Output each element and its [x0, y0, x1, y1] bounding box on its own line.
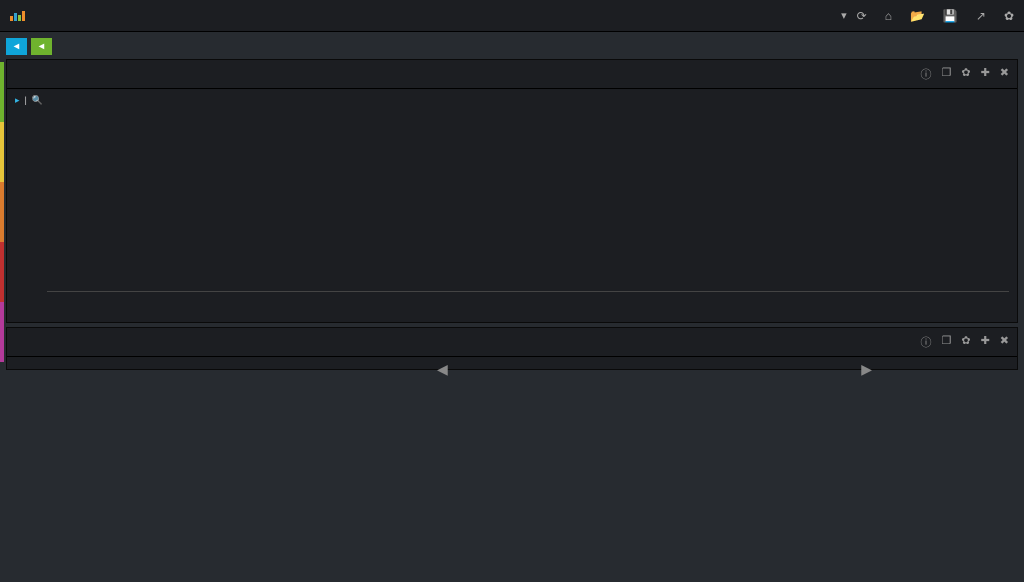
gear-icon[interactable]: ✿ [961, 66, 970, 82]
panel-events-over-time: ⓘ ❐ ✿ ✚ ✖ ▸ | 🔍 [6, 59, 1018, 323]
settings-icon[interactable]: ✿ [1004, 9, 1014, 23]
home-icon[interactable]: ⌂ [885, 9, 892, 23]
add-icon[interactable]: ✚ [981, 66, 990, 82]
info-icon[interactable]: ⓘ [920, 66, 931, 82]
time-range-picker[interactable]: ▾ [838, 9, 847, 22]
view-link[interactable]: ▸ [15, 95, 20, 105]
zoom-out-link[interactable]: 🔍 [32, 95, 46, 105]
tabs: ◂ ◂ [0, 32, 1024, 55]
topbar: ▾ ⟳ ⌂ 📂 💾 ↗ ✿ [0, 0, 1024, 32]
save-icon[interactable]: 💾 [943, 9, 958, 23]
logo-icon [10, 11, 25, 21]
sidebar-color-stripe [0, 62, 4, 362]
y-axis [11, 116, 43, 292]
info-icon[interactable]: ⓘ [920, 334, 931, 350]
gear-icon[interactable]: ✿ [961, 334, 970, 350]
chart-bars [47, 116, 1009, 291]
tab-filtering[interactable]: ◂ [31, 38, 52, 55]
open-icon[interactable]: 📂 [910, 9, 925, 23]
panel-all-events: ⓘ ❐ ✿ ✚ ✖ ◀ ▶ [6, 327, 1018, 370]
chart[interactable] [7, 112, 1017, 322]
legend-bar: ▸ | 🔍 [7, 89, 1017, 112]
refresh-icon[interactable]: ⟳ [857, 9, 867, 23]
page-prev[interactable]: ◀ [437, 361, 448, 378]
page-next[interactable]: ▶ [861, 361, 872, 378]
add-icon[interactable]: ✚ [981, 334, 990, 350]
close-icon[interactable]: ✖ [1000, 334, 1009, 350]
tab-query[interactable]: ◂ [6, 38, 27, 55]
share-icon[interactable]: ↗ [976, 9, 986, 23]
copy-icon[interactable]: ❐ [941, 66, 951, 82]
close-icon[interactable]: ✖ [1000, 66, 1009, 82]
x-axis [47, 294, 1009, 320]
paging: ◀ ▶ [7, 357, 1017, 369]
copy-icon[interactable]: ❐ [941, 334, 951, 350]
